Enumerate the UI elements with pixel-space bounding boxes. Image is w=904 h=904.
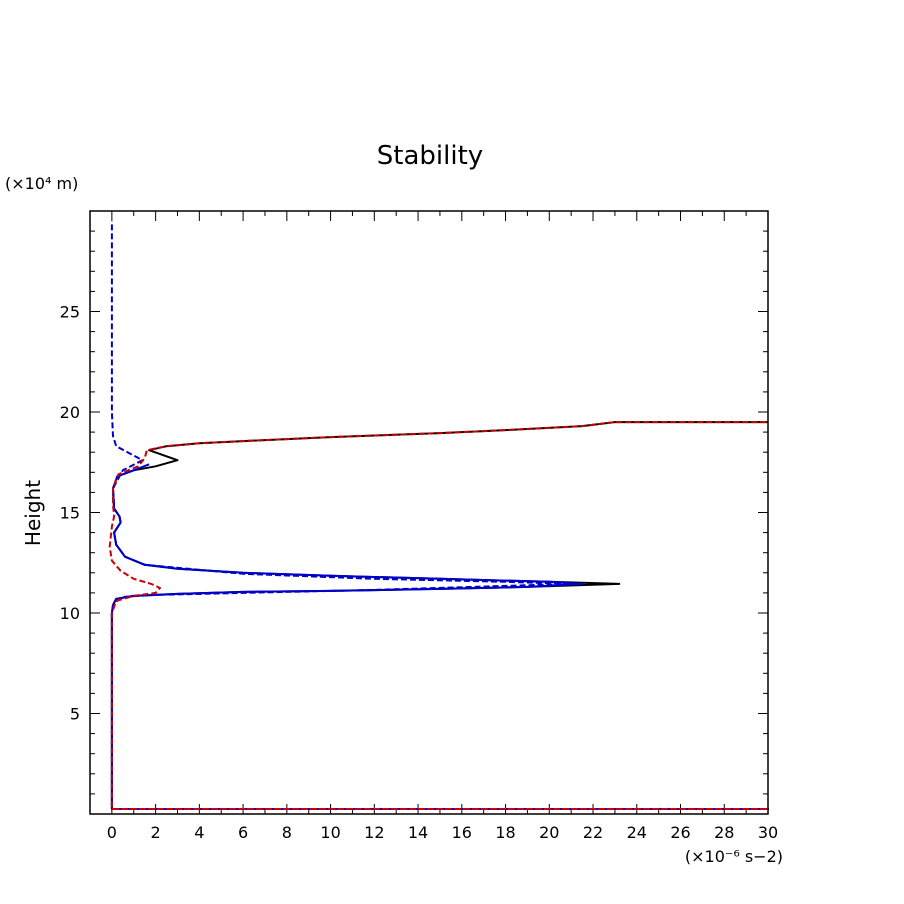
y-unit-label: (×10⁴ m) [5,174,78,193]
x-tick-label: 12 [364,823,384,842]
y-tick-label: 20 [60,403,80,422]
x-tick-label: 20 [539,823,559,842]
x-tick-label: 8 [282,823,292,842]
axis-ticks [89,210,769,815]
x-tick-label: 0 [107,823,117,842]
plot-series [108,221,769,810]
x-tick-label: 14 [408,823,428,842]
x-unit-label: (×10⁻⁶ s−2) [685,847,783,866]
x-tick-label: 18 [495,823,515,842]
x-tick-label: 10 [320,823,340,842]
y-tick-label: 5 [70,705,80,724]
x-tick-label: 6 [238,823,248,842]
x-tick-label: 2 [151,823,161,842]
y-tick-label: 10 [60,604,80,623]
x-tick-label: 24 [627,823,647,842]
series-line-profile-2 [110,463,769,810]
x-tick-label: 26 [670,823,690,842]
y-axis-label: Height [21,480,45,546]
x-tick-label: 4 [194,823,204,842]
x-tick-label: 28 [714,823,734,842]
y-tick-label: 25 [60,303,80,322]
series-line-profile-1 [110,421,769,810]
chart-title: Stability [377,141,483,171]
series-line-profile-3 [110,221,769,810]
x-tick-label: 30 [758,823,778,842]
series-line-profile-4 [108,421,769,810]
plot-frame [89,210,769,815]
x-tick-label: 22 [583,823,603,842]
x-tick-label: 16 [452,823,472,842]
y-tick-label: 15 [60,504,80,523]
